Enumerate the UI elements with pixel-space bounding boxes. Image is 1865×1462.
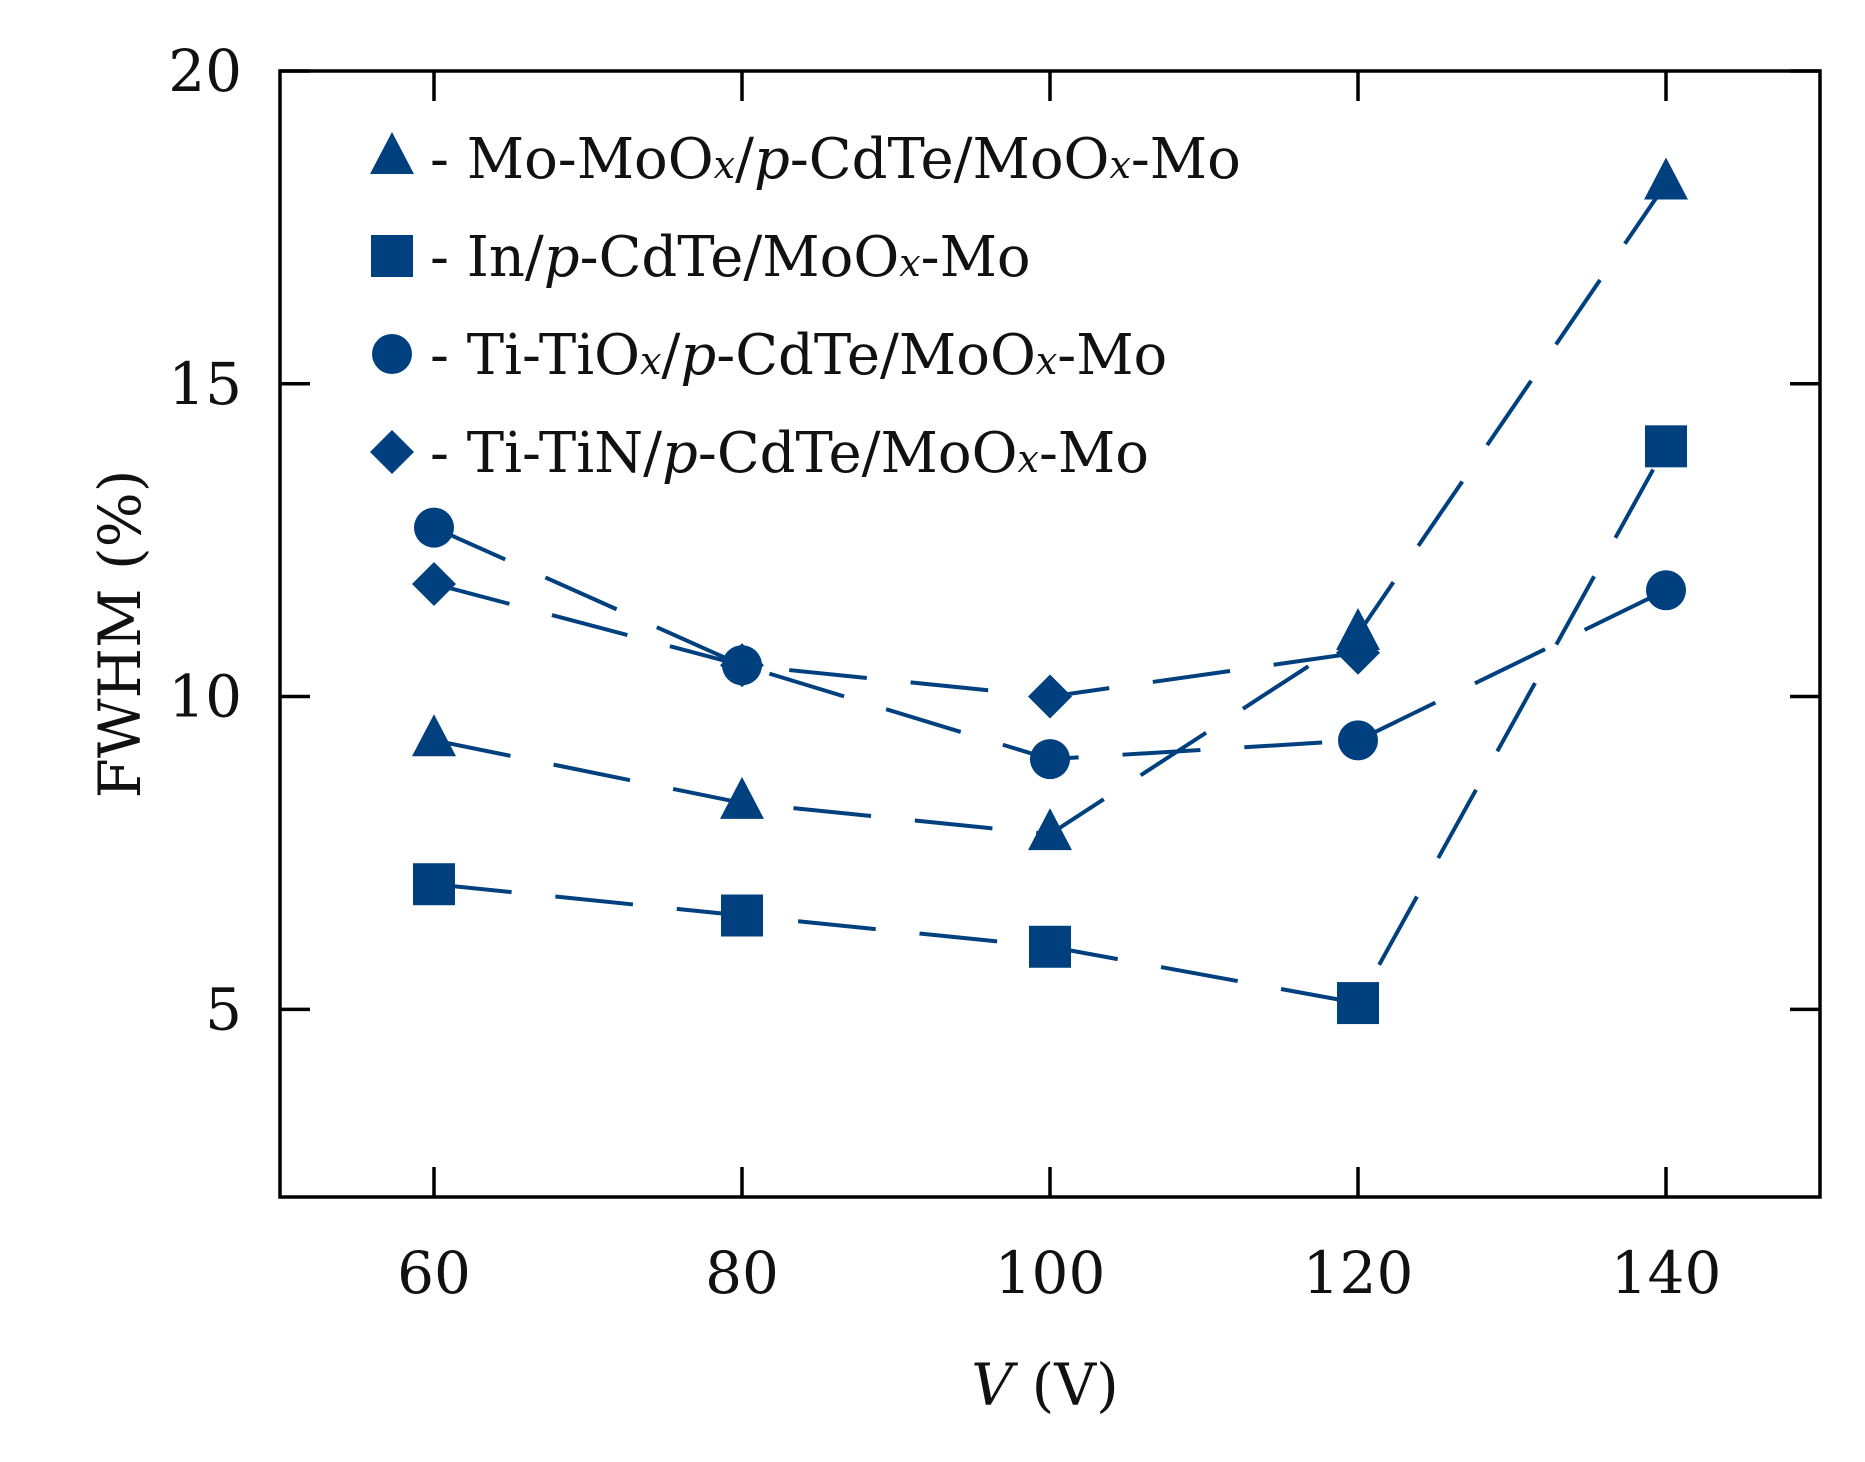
data-point-triangle <box>1336 607 1380 650</box>
legend-label-square: - In/p-CdTe/MoOx-Mo <box>430 225 1031 290</box>
x-axis-label-unit: (V) <box>1013 1351 1119 1419</box>
x-axis-label: V (V) <box>971 1351 1118 1419</box>
y-axis-label: FWHM (%) <box>86 470 154 799</box>
data-point-circle <box>1646 570 1686 611</box>
legend-label-part: - Ti-TiN/ <box>430 421 662 486</box>
legend-label-part: - In/ <box>430 225 544 290</box>
data-point-circle <box>1030 739 1070 780</box>
legend-marker-triangle <box>370 131 414 174</box>
legend-label-part: x <box>899 241 920 285</box>
data-point-triangle <box>720 776 764 819</box>
data-point-square <box>1645 425 1687 468</box>
data-point-square <box>1337 982 1379 1025</box>
legend-label-part: -CdTe/MoO <box>790 127 1110 192</box>
x-tick-label: 140 <box>1611 1239 1722 1307</box>
y-tick-label: 5 <box>205 975 242 1043</box>
legend-label-part: x <box>1018 437 1039 481</box>
legend-label-part: x <box>640 339 661 383</box>
legend-label-part: -CdTe/MoO <box>580 225 900 290</box>
legend-label-triangle: - Mo-MoOx/p-CdTe/MoOx-Mo <box>430 127 1241 192</box>
data-point-diamond <box>1028 674 1072 719</box>
legend-label-part: p <box>680 323 716 388</box>
y-tick-label: 10 <box>168 663 242 731</box>
data-point-triangle <box>1028 808 1072 851</box>
data-point-square <box>721 894 763 937</box>
legend-item-diamond: - Ti-TiN/p-CdTe/MoOx-Mo <box>370 421 1149 486</box>
x-axis-label-variable: V <box>971 1351 1018 1419</box>
legend-label-part: p <box>544 225 580 290</box>
legend-label-part: / <box>662 323 681 388</box>
legend-marker-diamond <box>370 430 414 474</box>
series-layer <box>412 157 1688 1025</box>
x-tick-label: 100 <box>995 1239 1106 1307</box>
legend-label-part: / <box>735 127 754 192</box>
legend-label-part: -Mo <box>1131 127 1241 192</box>
legend-item-square: - In/p-CdTe/MoOx-Mo <box>371 225 1031 290</box>
series-line-diamond <box>433 582 1359 699</box>
data-point-diamond <box>1336 630 1380 675</box>
legend-marker-square <box>371 235 413 277</box>
legend-item-triangle: - Mo-MoOx/p-CdTe/MoOx-Mo <box>370 127 1241 192</box>
legend-label-part: p <box>754 127 790 192</box>
legend-label-part: - Mo-MoO <box>430 127 714 192</box>
legend-label-part: x <box>714 143 735 187</box>
data-point-triangle <box>412 714 456 757</box>
x-tick-label: 120 <box>1303 1239 1414 1307</box>
y-tick-label: 15 <box>168 350 242 418</box>
data-point-circle <box>1338 720 1378 761</box>
data-point-diamond <box>412 561 456 606</box>
data-point-circle <box>414 507 454 548</box>
legend-label-part: -Mo <box>921 225 1031 290</box>
legend-marker-circle <box>372 334 412 374</box>
legend-label-part: -Mo <box>1039 421 1149 486</box>
x-tick-label: 80 <box>705 1239 779 1307</box>
legend-label-part: p <box>662 421 698 486</box>
legend-item-circle: - Ti-TiOx/p-CdTe/MoOx-Mo <box>372 323 1167 388</box>
ticks-layer: 60 80 100 120 140 5 10 15 20 <box>168 37 1820 1307</box>
legend-label-part: -Mo <box>1057 323 1167 388</box>
legend-label-part: -CdTe/MoO <box>716 323 1036 388</box>
series-triangle <box>412 157 1688 851</box>
plot-frame <box>278 69 1822 1199</box>
legend-label-part: x <box>1109 143 1130 187</box>
y-tick-label: 20 <box>168 37 242 105</box>
data-point-square <box>1029 925 1071 968</box>
series-diamond <box>412 561 1380 719</box>
legend-label-part: - Ti-TiO <box>430 323 640 388</box>
legend-label-diamond: - Ti-TiN/p-CdTe/MoOx-Mo <box>430 421 1149 486</box>
data-point-diamond <box>720 643 764 688</box>
legend-label-circle: - Ti-TiOx/p-CdTe/MoOx-Mo <box>430 323 1167 388</box>
data-point-triangle <box>1644 157 1688 200</box>
legend: - Mo-MoOx/p-CdTe/MoOx-Mo- In/p-CdTe/MoOx… <box>370 127 1241 486</box>
legend-label-part: x <box>1036 339 1057 383</box>
series-square <box>413 425 1687 1025</box>
x-tick-label: 60 <box>397 1239 471 1307</box>
legend-label-part: -CdTe/MoO <box>698 421 1018 486</box>
data-point-square <box>413 863 455 906</box>
